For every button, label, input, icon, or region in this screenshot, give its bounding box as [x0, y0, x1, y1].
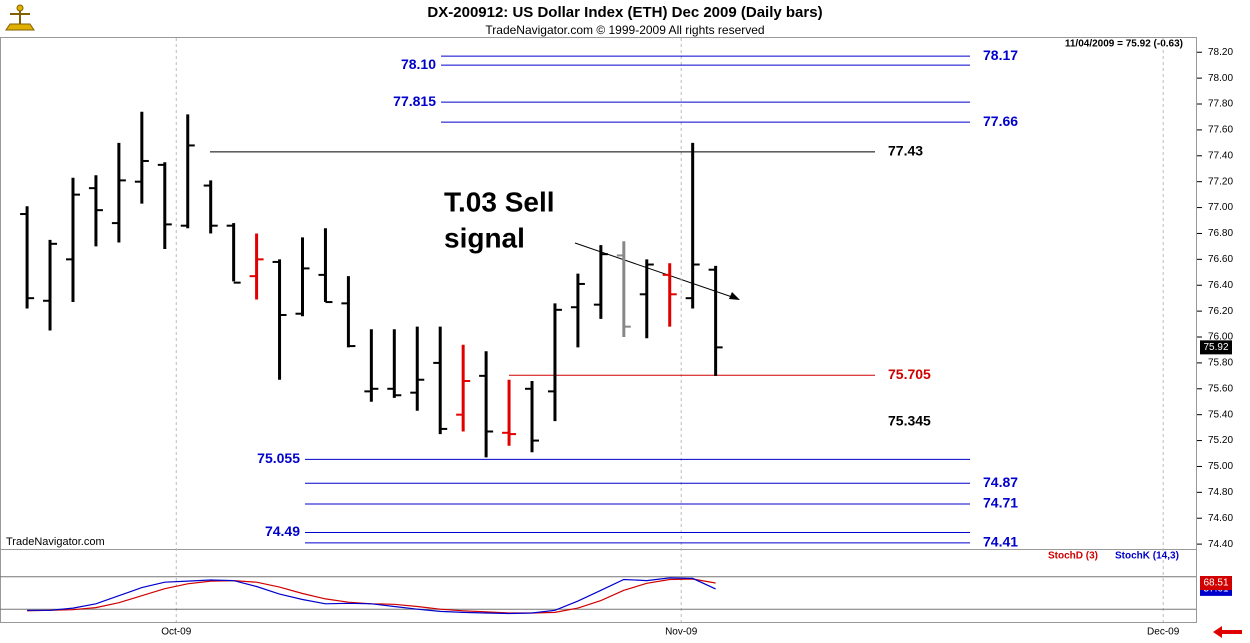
y-tick-label: 76.80: [1208, 228, 1233, 239]
y-tick-label: 75.20: [1208, 435, 1233, 446]
y-tick-label: 74.60: [1208, 513, 1233, 524]
x-tick-label: Dec-09: [1147, 627, 1180, 638]
y-tick-label: 77.80: [1208, 99, 1233, 110]
level-label: 77.66: [983, 113, 1018, 129]
level-label: 78.17: [983, 47, 1018, 63]
y-tick-label: 76.00: [1208, 332, 1233, 343]
y-tick-label: 76.40: [1208, 280, 1233, 291]
last-value-label: 68.51: [1203, 578, 1228, 589]
stoch-panel: [0, 549, 1197, 623]
level-label: 75.705: [888, 366, 931, 382]
x-tick-label: Oct-09: [161, 627, 191, 638]
y-tick-label: 78.00: [1208, 73, 1233, 84]
y-tick-label: 75.40: [1208, 409, 1233, 420]
level-label: 74.71: [983, 495, 1018, 511]
level-label: 74.87: [983, 474, 1018, 490]
last-price-box: [1200, 340, 1232, 355]
y-tick-label: 76.20: [1208, 306, 1233, 317]
last-info: 11/04/2009 = 75.92 (-0.63): [1065, 39, 1183, 50]
watermark: TradeNavigator.com: [6, 536, 105, 548]
y-tick-label: 75.60: [1208, 383, 1233, 394]
logo: [5, 4, 35, 31]
y-tick-label: 74.80: [1208, 487, 1233, 498]
level-label: 78.10: [401, 56, 436, 72]
y-tick-label: 76.60: [1208, 254, 1233, 265]
last-price-label: 75.92: [1203, 342, 1228, 353]
level-label: 75.055: [257, 450, 300, 466]
y-tick-label: 75.00: [1208, 461, 1233, 472]
y-tick-label: 77.00: [1208, 202, 1233, 213]
y-tick-label: 77.20: [1208, 176, 1233, 187]
level-label: 77.815: [393, 93, 436, 109]
scroll-arrow[interactable]: [1213, 626, 1242, 638]
y-tick-label: 77.60: [1208, 125, 1233, 136]
y-tick-label: 75.80: [1208, 358, 1233, 369]
stoch-line: [27, 577, 716, 615]
y-tick-label: 77.40: [1208, 150, 1233, 161]
y-tick-label: 78.20: [1208, 47, 1233, 58]
last-value-box: [1200, 576, 1232, 591]
y-tick-label: 74.40: [1208, 539, 1233, 550]
chart-title: DX-200912: US Dollar Index (ETH) Dec 200…: [427, 4, 822, 21]
legend-entry: StochK (14,3): [1115, 551, 1179, 562]
level-label: 75.345: [888, 412, 931, 428]
level-label: 74.41: [983, 534, 1018, 550]
level-label: 74.49: [265, 523, 300, 539]
annotation: signal: [444, 222, 525, 253]
annotation: T.03 Sell: [444, 186, 555, 217]
legend-entry: StochD (3): [1048, 551, 1098, 562]
level-label: 77.43: [888, 143, 923, 159]
x-tick-label: Nov-09: [665, 627, 698, 638]
chart-subtitle: TradeNavigator.com © 1999-2009 All right…: [485, 23, 764, 37]
